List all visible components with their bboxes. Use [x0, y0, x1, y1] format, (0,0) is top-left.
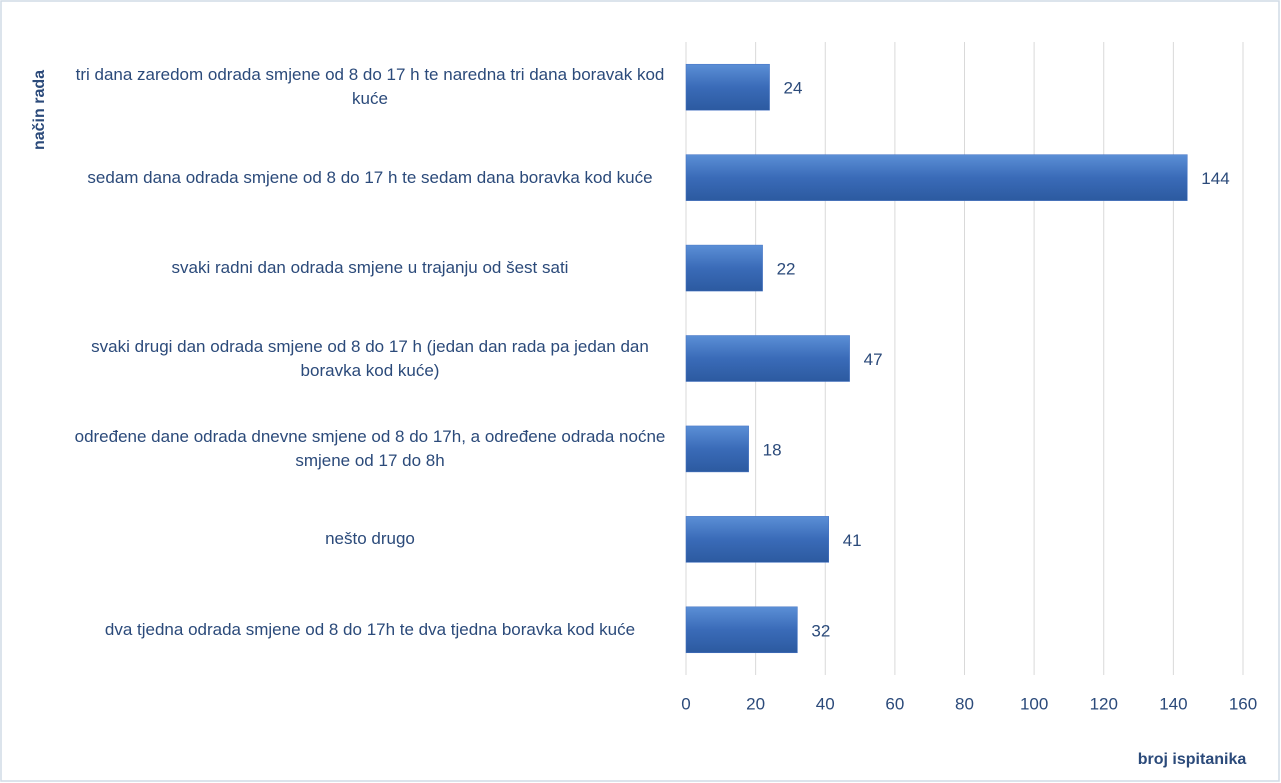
value-label: 144 [1201, 169, 1229, 188]
bar [685, 425, 749, 473]
bar [685, 335, 850, 382]
value-label: 47 [864, 350, 883, 369]
value-label: 22 [777, 260, 796, 279]
x-tick-label: 120 [1090, 694, 1118, 713]
y-tick-label: dva tjedna odrada smjene od 8 do 17h te … [104, 619, 636, 639]
value-label: 41 [843, 531, 862, 550]
y-tick-label: sedam dana odrada smjene od 8 do 17 h te… [87, 167, 653, 187]
x-tick-label: 0 [681, 694, 690, 713]
x-tick-label: 40 [816, 694, 835, 713]
y-axis-title: način rada [31, 70, 48, 150]
x-tick-label: 60 [885, 694, 904, 713]
value-label: 32 [811, 621, 830, 640]
value-label: 18 [763, 440, 782, 459]
bar [685, 606, 798, 654]
value-label: 24 [784, 79, 803, 98]
y-tick-label: svaki radni dan odrada smjene u trajanju… [171, 258, 569, 278]
bar [685, 244, 763, 292]
x-tick-label: 140 [1159, 694, 1187, 713]
x-tick-label: 80 [955, 694, 974, 713]
y-tick-label: nešto drugo [325, 529, 415, 549]
y-tick-label: tri dana zaredom odrada smjene od 8 do 1… [75, 65, 665, 109]
bar [685, 516, 829, 563]
x-tick-label: 100 [1020, 694, 1048, 713]
x-tick-label: 160 [1229, 694, 1257, 713]
y-tick-label: svaki drugi dan odrada smjene od 8 do 17… [91, 336, 649, 380]
y-tick-label: određene dane odrada dnevne smjene od 8 … [74, 426, 666, 470]
bar [685, 154, 1188, 201]
x-axis-title: broj ispitanika [1138, 751, 1247, 768]
bar [685, 63, 770, 111]
x-tick-label: 20 [746, 694, 765, 713]
